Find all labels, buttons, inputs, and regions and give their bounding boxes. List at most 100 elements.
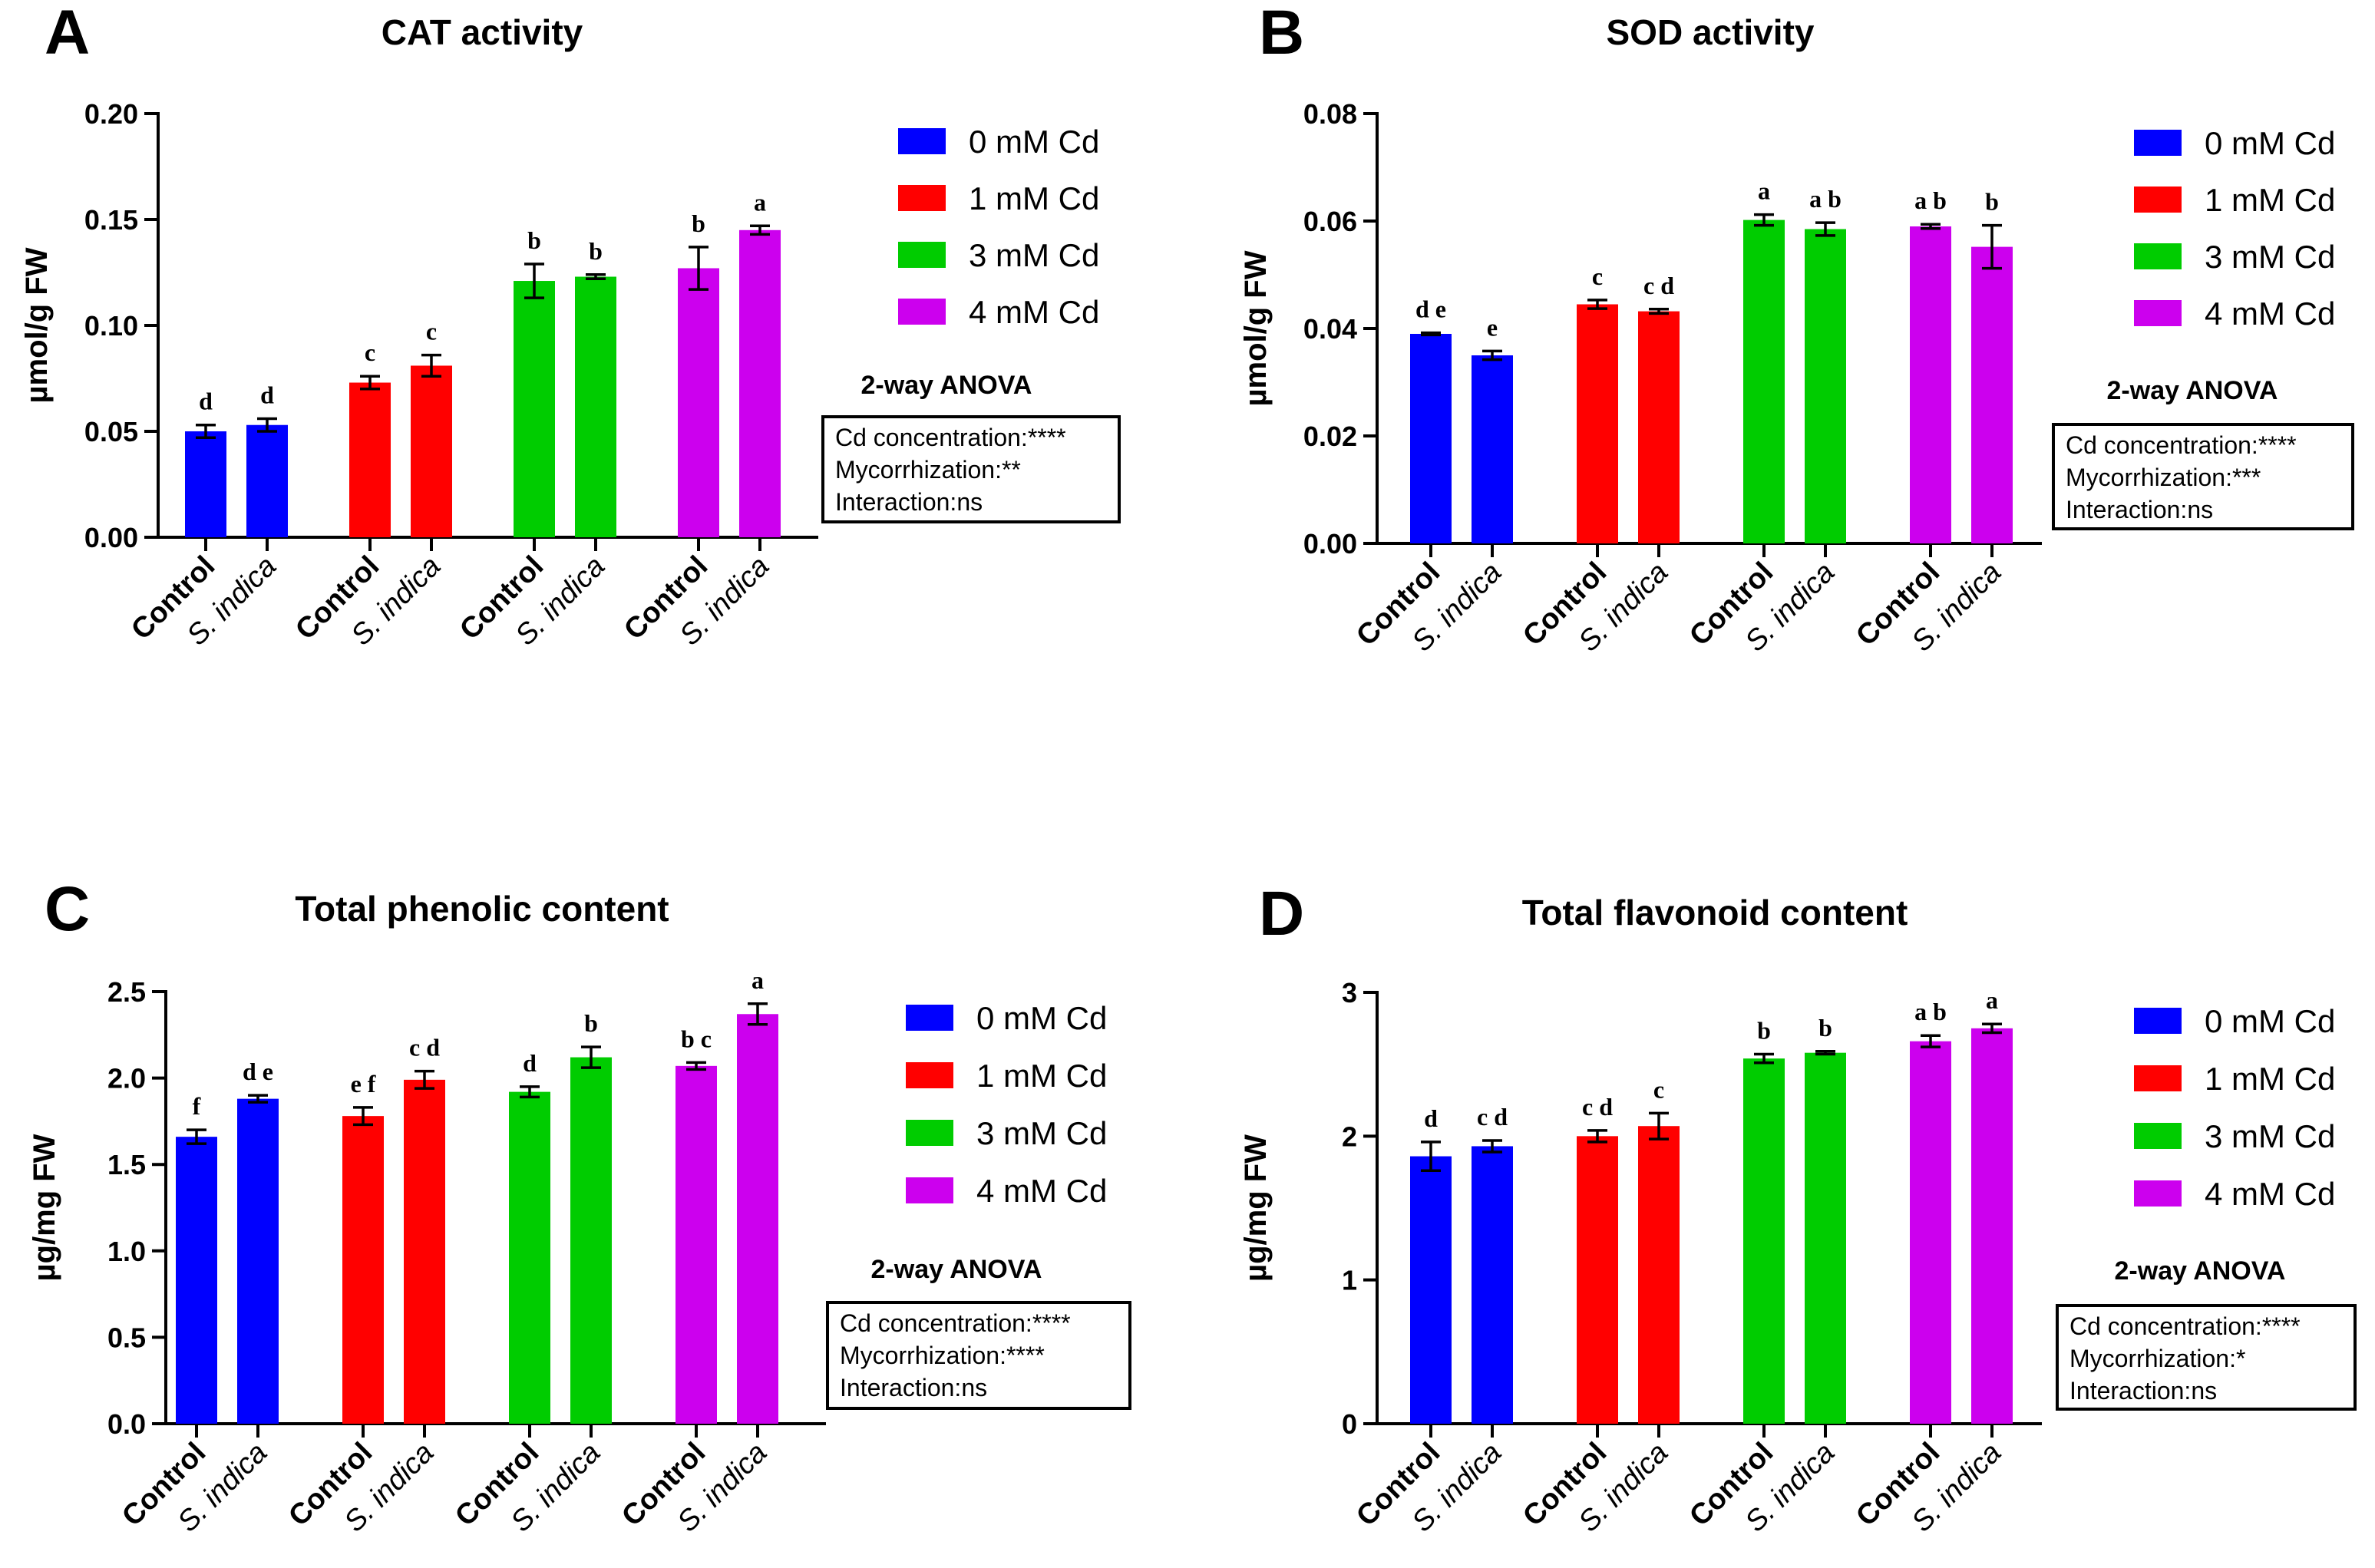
legend-label: 1 mM Cd: [2205, 182, 2335, 218]
significance-letter: a: [1986, 986, 1998, 1014]
chart-title: CAT activity: [382, 12, 583, 52]
significance-letter: b: [1818, 1014, 1832, 1041]
y-tick-label: 0.04: [1303, 313, 1357, 345]
panel-B: B SOD activity 0.00 0.02 0.04 0.06 0.08 µmol/g …: [1239, 0, 2354, 658]
legend-swatch: [906, 1005, 953, 1031]
anova-line: Cd concentration:****: [2066, 431, 2297, 459]
bar: [575, 276, 616, 537]
error-bar: [520, 1085, 540, 1099]
panel-letter: D: [1259, 879, 1304, 949]
bar: [342, 1116, 384, 1424]
significance-letter: d: [199, 388, 213, 415]
anova-box: [2052, 423, 2354, 530]
legend-label: 3 mM Cd: [976, 1115, 1107, 1151]
error-bar: [750, 224, 770, 236]
legend-item: 4 mM Cd: [2134, 295, 2335, 332]
panel-letter: A: [45, 0, 90, 68]
legend-item: 0 mM Cd: [2134, 1003, 2335, 1039]
legend-label: 3 mM Cd: [969, 237, 1099, 273]
y-axis-label: µmol/g FW: [20, 247, 54, 403]
bar: [1638, 1126, 1680, 1424]
bar: [1410, 1156, 1452, 1424]
anova-line: Cd concentration:****: [835, 424, 1066, 451]
significance-letter: a: [1758, 177, 1770, 205]
error-bar: [1815, 221, 1835, 237]
significance-letter: b: [692, 210, 705, 237]
y-tick-label: 0.05: [84, 416, 138, 447]
bar: [514, 281, 555, 537]
legend-swatch: [2134, 1065, 2182, 1091]
y-tick-label: 0.00: [1303, 528, 1357, 560]
error-bar: [581, 1045, 601, 1069]
legend-item: 1 mM Cd: [898, 180, 1099, 216]
legend-swatch: [2134, 187, 2182, 213]
error-bar: [1921, 1034, 1941, 1048]
panel-C: C Total phenolic content 0.0 0.5 1.0 1.5 2.0 2.…: [28, 874, 1131, 1538]
legend-swatch: [906, 1062, 953, 1088]
bar: [1472, 355, 1513, 543]
error-bar: [1482, 349, 1502, 361]
anova-box: [826, 1301, 1131, 1410]
legend-swatch: [2134, 243, 2182, 269]
anova-box: [2056, 1304, 2357, 1411]
significance-letter: c: [1592, 262, 1603, 290]
significance-letter: a: [754, 188, 766, 216]
bar: [246, 424, 288, 537]
y-tick-label: 0.5: [107, 1322, 146, 1353]
error-bar: [586, 273, 606, 281]
legend-label: 3 mM Cd: [2205, 239, 2335, 275]
chart-title: SOD activity: [1607, 12, 1815, 52]
error-bar: [421, 353, 441, 378]
anova-line: Interaction:ns: [835, 488, 983, 516]
anova-line: Mycorrhization:**: [835, 456, 1021, 484]
legend-swatch: [2134, 130, 2182, 156]
bar: [570, 1057, 612, 1424]
significance-letter: b: [584, 1009, 598, 1037]
bar: [737, 1014, 778, 1424]
legend-swatch: [898, 299, 946, 325]
y-axis-label: µg/mg FW: [28, 1134, 61, 1281]
y-axis-label: µg/mg FW: [1239, 1134, 1273, 1282]
anova-line: Mycorrhization:****: [840, 1342, 1045, 1369]
chart-title: Total flavonoid content: [1522, 893, 1908, 933]
y-tick-label: 2: [1342, 1121, 1357, 1152]
significance-letter: d e: [1415, 295, 1446, 323]
legend-item: 1 mM Cd: [2134, 1061, 2335, 1097]
panel-letter: B: [1259, 0, 1304, 68]
significance-letter: d: [1424, 1104, 1438, 1132]
y-axis-label: µmol/g FW: [1239, 250, 1273, 406]
bar: [1743, 1058, 1785, 1424]
bar: [1410, 334, 1452, 543]
error-bar: [248, 1094, 268, 1104]
significance-letter: b: [589, 237, 603, 265]
significance-letter: a b: [1809, 185, 1842, 213]
legend-item: 3 mM Cd: [898, 237, 1099, 273]
anova-title: 2-way ANOVA: [861, 371, 1032, 400]
error-bar: [1815, 1050, 1835, 1056]
legend-item: 3 mM Cd: [906, 1115, 1107, 1151]
bar: [237, 1098, 279, 1424]
legend-item: 3 mM Cd: [2134, 239, 2335, 275]
legend-item: 4 mM Cd: [906, 1173, 1107, 1209]
error-bar: [1982, 1022, 2002, 1035]
bar: [1472, 1146, 1513, 1424]
error-bar: [196, 423, 216, 440]
y-tick-label: 0.00: [84, 522, 138, 553]
significance-letter: c d: [409, 1034, 440, 1061]
error-bar: [353, 1106, 373, 1127]
anova-line: Interaction:ns: [840, 1374, 987, 1401]
legend-swatch: [898, 185, 946, 211]
significance-letter: c: [426, 318, 437, 345]
error-bar: [1587, 1129, 1607, 1144]
legend-label: 3 mM Cd: [2205, 1118, 2335, 1154]
y-tick-label: 0.06: [1303, 206, 1357, 237]
anova-line: Cd concentration:****: [2069, 1312, 2301, 1340]
y-tick-label: 0.10: [84, 310, 138, 342]
error-bar: [686, 1061, 706, 1071]
legend-swatch: [2134, 300, 2182, 326]
error-bar: [1649, 1111, 1669, 1141]
legend-swatch: [906, 1120, 953, 1146]
y-tick-label: 2.5: [107, 976, 146, 1008]
significance-letter: c: [365, 338, 375, 366]
